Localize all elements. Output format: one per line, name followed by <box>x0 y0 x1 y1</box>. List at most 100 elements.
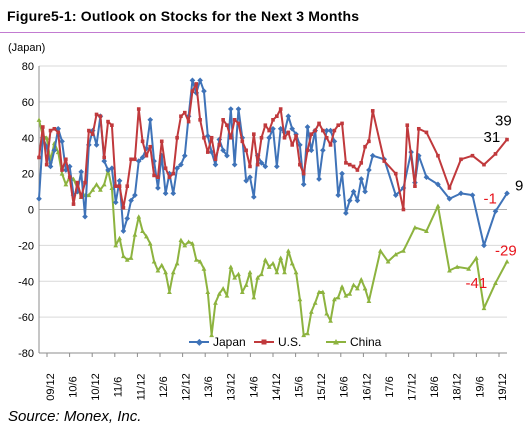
china-point <box>90 187 96 192</box>
us-point <box>44 162 49 167</box>
x-tick-label: 15/6 <box>294 376 306 397</box>
legend-japan-marker <box>195 338 203 346</box>
us-point <box>106 119 110 124</box>
us-point <box>190 89 195 93</box>
japan-point <box>82 213 88 220</box>
japan-point <box>243 177 249 184</box>
us-point <box>102 155 107 160</box>
china-point <box>366 298 372 303</box>
china-point <box>36 117 42 122</box>
china-point <box>120 253 126 259</box>
us-point <box>136 107 141 111</box>
china-point <box>481 305 487 311</box>
china-point <box>190 241 195 246</box>
us-point <box>401 207 406 212</box>
us-point <box>64 157 68 162</box>
china-point <box>262 257 268 262</box>
us-point <box>198 118 202 122</box>
legend-us-marker <box>261 339 267 345</box>
china-point <box>97 187 103 192</box>
china-point <box>362 286 368 291</box>
y-tick-label: 60 <box>22 97 34 109</box>
us-point <box>186 119 191 124</box>
x-tick-label: 16/6 <box>339 376 351 397</box>
japan-point <box>354 197 361 204</box>
china-point <box>331 296 337 302</box>
japan-point <box>366 167 372 173</box>
china-point <box>182 242 188 248</box>
end-value-label: 39 <box>495 113 512 130</box>
end-value-label: -29 <box>495 243 517 260</box>
china-point <box>117 235 122 241</box>
x-tick-label: 17/12 <box>407 373 419 401</box>
china-point <box>94 181 99 187</box>
us-point <box>363 144 367 149</box>
us-point <box>328 143 333 147</box>
japan-point <box>120 228 127 234</box>
japan-point <box>51 147 58 154</box>
china-point <box>466 266 472 271</box>
x-tick-label: 19/6 <box>474 376 486 397</box>
china-point <box>132 232 138 237</box>
us-point <box>252 132 256 136</box>
japan-point <box>481 242 487 249</box>
japan-point <box>492 208 499 215</box>
china-point <box>205 289 211 295</box>
japan-point <box>204 133 211 139</box>
japan-point <box>423 174 430 181</box>
us-point <box>213 157 218 162</box>
japan-point <box>469 192 476 198</box>
japan-point <box>392 192 399 198</box>
china-point <box>312 300 318 305</box>
japan-point <box>170 190 177 197</box>
us-point <box>344 161 348 165</box>
end-value-label: -1 <box>483 190 496 207</box>
us-point <box>321 128 325 133</box>
us-point <box>52 126 57 131</box>
japan-point <box>250 194 257 200</box>
china-point <box>289 260 295 266</box>
x-tick-label: 18/6 <box>429 376 441 397</box>
y-tick-label: -40 <box>18 276 34 288</box>
x-tick-label: 17/6 <box>384 376 396 397</box>
us-point <box>459 157 463 162</box>
china-point <box>247 269 253 275</box>
japan-point <box>162 190 169 197</box>
us-point <box>94 112 99 117</box>
us-point <box>144 153 149 158</box>
japan-point <box>320 147 326 154</box>
japan-point <box>174 165 180 172</box>
japan-point <box>297 142 303 148</box>
us-point <box>90 132 95 136</box>
us-point <box>98 114 103 119</box>
us-point <box>194 82 199 86</box>
china-point <box>301 332 307 338</box>
china-point <box>270 260 276 266</box>
japan-point <box>350 188 357 195</box>
japan-point <box>270 125 276 132</box>
japan-line <box>38 79 508 247</box>
japan-point <box>300 181 307 188</box>
us-point <box>340 121 344 126</box>
china-point <box>109 185 115 190</box>
us-point <box>41 125 45 129</box>
japan-point <box>316 176 322 182</box>
us-point <box>286 130 291 135</box>
japan-point <box>178 161 184 168</box>
us-point <box>447 186 452 190</box>
x-tick-label: 14/6 <box>248 376 260 397</box>
us-point <box>205 150 210 154</box>
china-point <box>278 255 284 260</box>
us-point <box>148 144 153 149</box>
us-point <box>413 184 417 188</box>
us-point <box>179 114 183 119</box>
china-point <box>378 248 383 253</box>
japan-point <box>224 152 230 159</box>
japan-point <box>235 106 242 112</box>
us-point <box>244 148 248 153</box>
us-point <box>405 123 410 127</box>
us-point <box>152 173 156 178</box>
china-point <box>347 291 353 296</box>
x-tick-label: 10/12 <box>90 373 102 401</box>
china-point <box>259 271 264 277</box>
